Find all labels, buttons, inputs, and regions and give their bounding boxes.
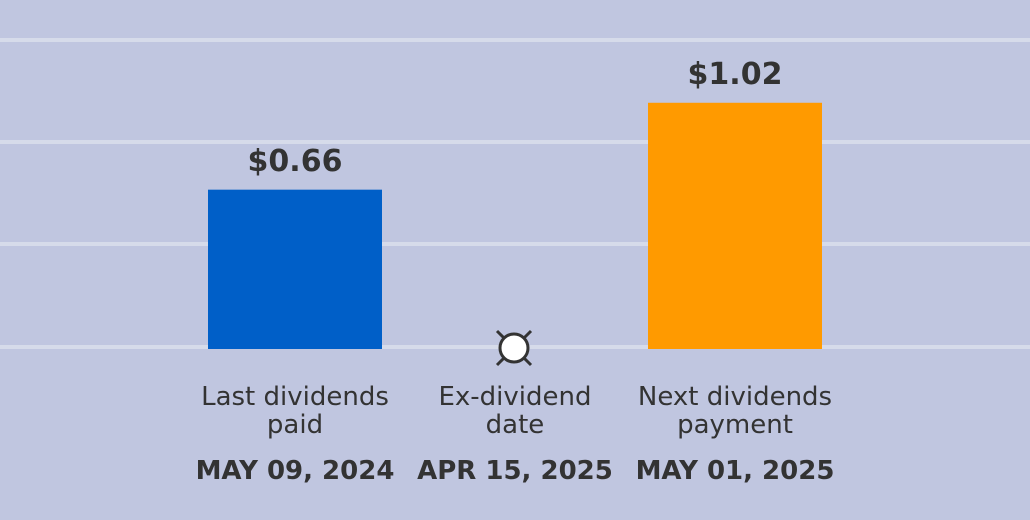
category-label: Next dividends payment — [637, 382, 833, 440]
decor-grid — [0, 38, 1030, 349]
bar — [208, 189, 382, 349]
category-label: Ex-dividend date — [438, 382, 592, 440]
ex-dividend-marker — [495, 329, 533, 367]
value-label: $0.66 — [247, 143, 343, 179]
date-label: MAY 09, 2024 — [195, 456, 395, 486]
marker-circle — [498, 332, 530, 364]
category-label: Last dividends paid — [201, 382, 389, 440]
date-label: APR 15, 2025 — [417, 456, 613, 486]
value-label: $1.02 — [687, 56, 783, 92]
bar — [648, 102, 822, 349]
date-label: MAY 01, 2025 — [635, 456, 835, 486]
bars — [208, 102, 822, 349]
